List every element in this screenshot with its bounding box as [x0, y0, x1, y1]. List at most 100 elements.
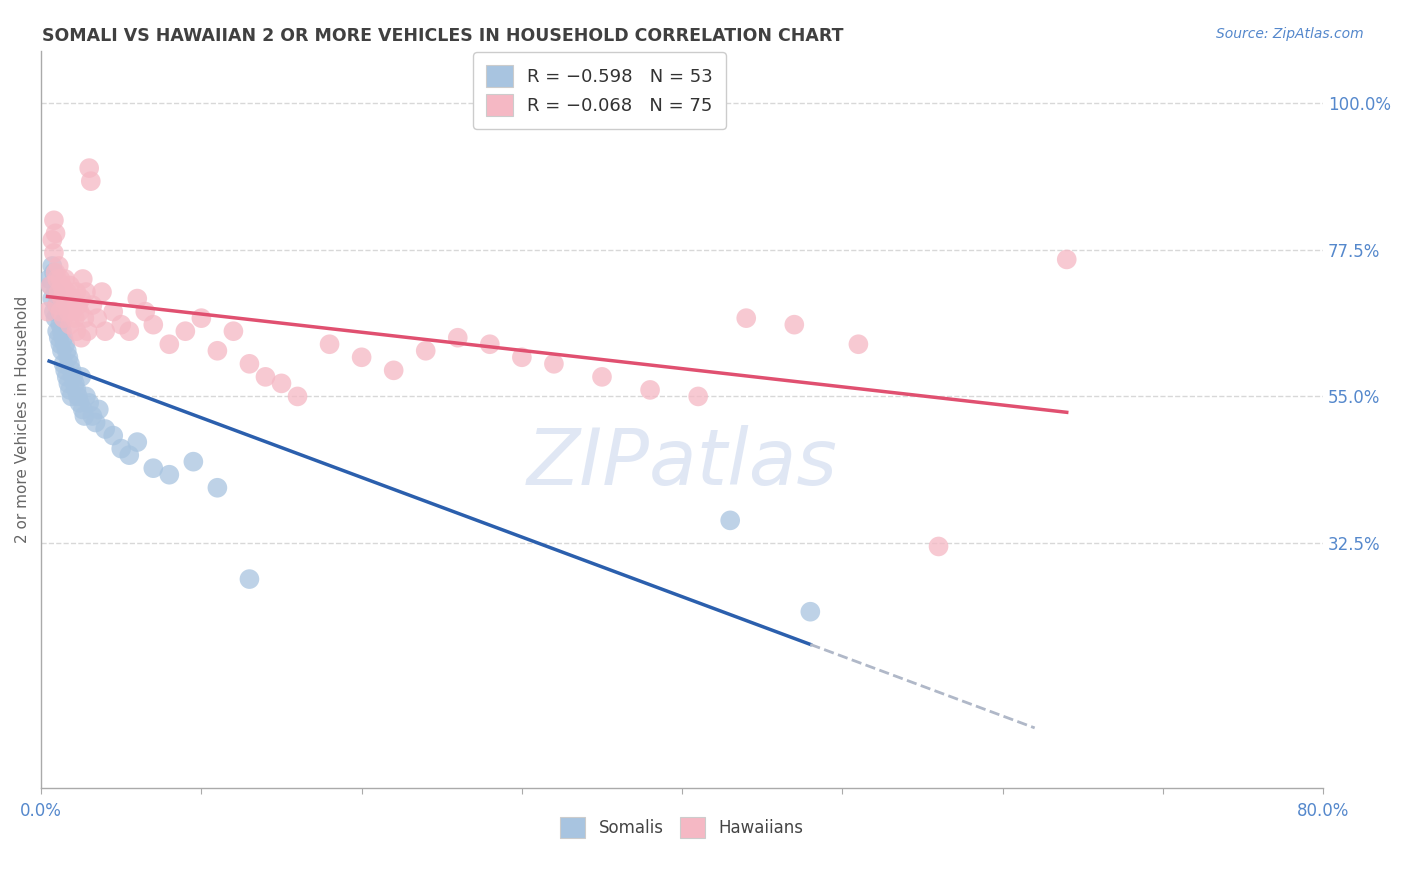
Point	[110, 318, 132, 332]
Point	[142, 461, 165, 475]
Point	[70, 331, 93, 345]
Point	[46, 298, 69, 312]
Point	[38, 272, 60, 286]
Point	[91, 285, 114, 299]
Point	[58, 376, 80, 391]
Point	[63, 311, 86, 326]
Point	[1056, 252, 1078, 267]
Point	[51, 324, 73, 338]
Point	[58, 304, 80, 318]
Point	[447, 331, 470, 345]
Point	[84, 416, 107, 430]
Point	[60, 292, 83, 306]
Point	[59, 383, 82, 397]
Point	[75, 285, 97, 299]
Point	[66, 298, 89, 312]
Point	[238, 572, 260, 586]
Point	[688, 389, 710, 403]
Point	[52, 285, 75, 299]
Point	[49, 337, 72, 351]
Point	[46, 298, 69, 312]
Point	[415, 343, 437, 358]
Point	[77, 161, 100, 175]
Point	[127, 292, 149, 306]
Point	[783, 318, 806, 332]
Y-axis label: 2 or more Vehicles in Household: 2 or more Vehicles in Household	[15, 295, 30, 543]
Point	[55, 285, 77, 299]
Point	[60, 304, 83, 318]
Point	[75, 389, 97, 403]
Point	[94, 422, 117, 436]
Point	[183, 455, 205, 469]
Point	[142, 318, 165, 332]
Point	[65, 285, 87, 299]
Point	[82, 409, 104, 423]
Point	[69, 304, 91, 318]
Point	[94, 324, 117, 338]
Point	[254, 369, 277, 384]
Point	[318, 337, 340, 351]
Point	[51, 343, 73, 358]
Point	[44, 227, 66, 241]
Legend: Somalis, Hawaiians: Somalis, Hawaiians	[553, 809, 813, 846]
Point	[59, 357, 82, 371]
Point	[53, 363, 76, 377]
Point	[65, 383, 87, 397]
Point	[270, 376, 292, 391]
Point	[58, 292, 80, 306]
Point	[53, 298, 76, 312]
Point	[134, 304, 156, 318]
Point	[37, 304, 59, 318]
Point	[46, 324, 69, 338]
Point	[222, 324, 245, 338]
Point	[103, 428, 125, 442]
Point	[65, 324, 87, 338]
Point	[73, 409, 96, 423]
Point	[735, 311, 758, 326]
Point	[118, 324, 141, 338]
Point	[638, 383, 661, 397]
Point	[848, 337, 870, 351]
Point	[60, 389, 83, 403]
Point	[60, 363, 83, 377]
Point	[48, 331, 70, 345]
Point	[799, 605, 821, 619]
Point	[118, 448, 141, 462]
Text: Source: ZipAtlas.com: Source: ZipAtlas.com	[1216, 27, 1364, 41]
Point	[58, 351, 80, 365]
Point	[103, 304, 125, 318]
Point	[86, 311, 108, 326]
Point	[238, 357, 260, 371]
Point	[591, 369, 613, 384]
Point	[80, 174, 103, 188]
Point	[928, 540, 950, 554]
Point	[48, 285, 70, 299]
Point	[48, 304, 70, 318]
Point	[207, 343, 229, 358]
Point	[72, 272, 94, 286]
Point	[82, 298, 104, 312]
Point	[110, 442, 132, 456]
Point	[76, 324, 98, 338]
Point	[157, 337, 180, 351]
Point	[41, 292, 63, 306]
Point	[73, 311, 96, 326]
Point	[127, 435, 149, 450]
Point	[49, 304, 72, 318]
Point	[49, 318, 72, 332]
Point	[174, 324, 197, 338]
Text: ZIPatlas: ZIPatlas	[527, 425, 838, 501]
Point	[52, 311, 75, 326]
Point	[42, 213, 65, 227]
Point	[48, 259, 70, 273]
Point	[53, 337, 76, 351]
Point	[72, 402, 94, 417]
Point	[718, 513, 741, 527]
Point	[70, 369, 93, 384]
Point	[207, 481, 229, 495]
Point	[62, 298, 84, 312]
Point	[49, 272, 72, 286]
Point	[42, 246, 65, 260]
Text: SOMALI VS HAWAIIAN 2 OR MORE VEHICLES IN HOUSEHOLD CORRELATION CHART: SOMALI VS HAWAIIAN 2 OR MORE VEHICLES IN…	[42, 27, 844, 45]
Point	[66, 389, 89, 403]
